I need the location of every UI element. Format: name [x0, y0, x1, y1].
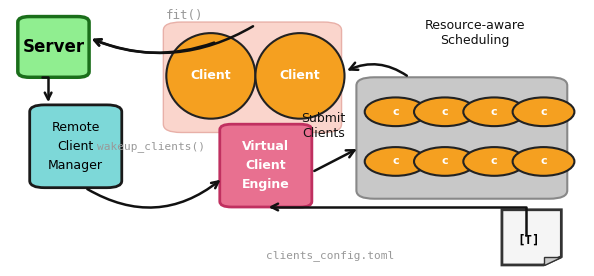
Circle shape	[365, 147, 426, 176]
Text: c: c	[491, 107, 498, 117]
Text: Resource-aware
Scheduling: Resource-aware Scheduling	[425, 19, 526, 47]
Text: c: c	[441, 156, 448, 166]
Circle shape	[513, 147, 574, 176]
Ellipse shape	[166, 33, 255, 119]
FancyBboxPatch shape	[18, 17, 89, 77]
FancyBboxPatch shape	[30, 105, 122, 188]
Text: fit(): fit()	[165, 9, 203, 22]
Circle shape	[365, 97, 426, 126]
Text: c: c	[392, 156, 399, 166]
Circle shape	[513, 97, 574, 126]
Polygon shape	[502, 210, 561, 265]
Text: c: c	[540, 156, 547, 166]
Text: Remote
Client
Manager: Remote Client Manager	[48, 121, 103, 172]
Text: wakeup_clients(): wakeup_clients()	[97, 141, 206, 152]
FancyBboxPatch shape	[220, 124, 312, 207]
Text: Client: Client	[280, 69, 320, 83]
Text: c: c	[392, 107, 399, 117]
Text: Client: Client	[191, 69, 231, 83]
Text: c: c	[540, 107, 547, 117]
Circle shape	[414, 97, 476, 126]
Text: Virtual
Client
Engine: Virtual Client Engine	[242, 140, 290, 191]
Circle shape	[414, 147, 476, 176]
Text: clients_config.toml: clients_config.toml	[266, 250, 394, 261]
Text: Server: Server	[23, 38, 84, 56]
FancyBboxPatch shape	[163, 22, 342, 132]
Text: Submit
Clients: Submit Clients	[302, 112, 346, 140]
FancyBboxPatch shape	[356, 77, 567, 199]
Circle shape	[463, 147, 525, 176]
Text: c: c	[491, 156, 498, 166]
Circle shape	[463, 97, 525, 126]
Polygon shape	[544, 257, 561, 265]
Text: [T]: [T]	[517, 233, 540, 247]
Text: c: c	[441, 107, 448, 117]
Ellipse shape	[255, 33, 345, 119]
